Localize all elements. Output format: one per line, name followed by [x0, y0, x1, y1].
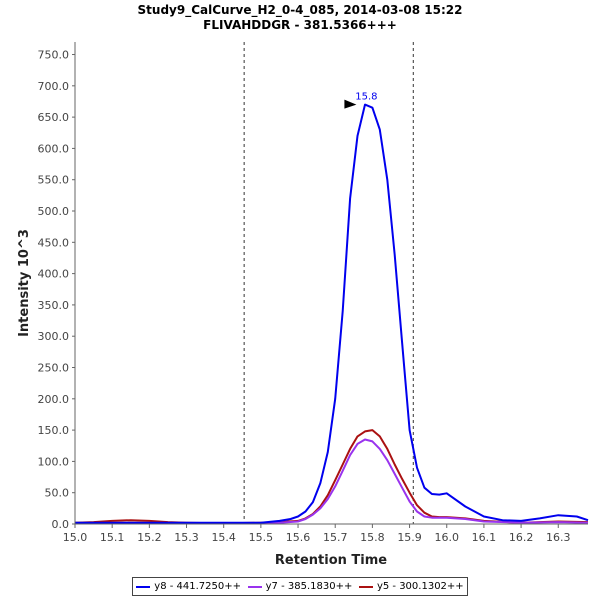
- y-tick-label: 350.0: [38, 299, 70, 312]
- x-tick-label: 15.1: [100, 531, 125, 544]
- legend-item: y8 - 441.7250++: [136, 581, 241, 592]
- x-tick-label: 15.0: [63, 531, 88, 544]
- x-tick-label: 15.9: [397, 531, 422, 544]
- chromatogram-plot: 0.0 50.0 100.0 150.0 200.0 250.0 300.0 350.0 400…: [17, 42, 589, 568]
- legend-label: y7 - 385.1830++: [265, 581, 353, 592]
- y-axis-title: Intensity 10^3: [17, 229, 32, 337]
- series-line: [75, 103, 589, 524]
- x-tick-label: 16.3: [546, 531, 571, 544]
- legend-swatch: [247, 585, 262, 588]
- chart-subtitle: FLIVAHDDGR - 381.5366+++: [203, 18, 397, 32]
- y-tick-label: 100.0: [38, 455, 70, 468]
- apex-annotation-label: 15.8: [355, 92, 377, 103]
- y-tick-label: 750.0: [38, 49, 70, 62]
- x-tick-label: 15.4: [211, 531, 236, 544]
- y-tick-label: 150.0: [38, 424, 70, 437]
- x-tick-label: 15.3: [174, 531, 199, 544]
- legend-item: y5 - 300.1302++: [358, 581, 464, 592]
- y-tick-label: 700.0: [38, 80, 70, 93]
- legend-swatch: [136, 585, 151, 588]
- legend-label: y5 - 300.1302++: [376, 581, 464, 592]
- x-tick-label: 16.0: [434, 531, 459, 544]
- y-tick-label: 50.0: [45, 487, 70, 500]
- x-tick-label: 15.5: [249, 531, 274, 544]
- legend-swatch: [358, 585, 373, 588]
- y-tick-label: 500.0: [38, 205, 70, 218]
- legend-label: y8 - 441.7250++: [154, 581, 242, 592]
- plot-area: [75, 42, 588, 524]
- y-tick-label: 550.0: [38, 174, 70, 187]
- x-tick-label: 16.2: [509, 531, 534, 544]
- chart-title: Study9_CalCurve_H2_0-4_085, 2014-03-08 1…: [137, 3, 463, 17]
- x-tick-label: 15.6: [286, 531, 311, 544]
- x-tick-label: 15.2: [137, 531, 162, 544]
- y-tick-label: 400.0: [38, 268, 70, 281]
- y-tick-label: 600.0: [38, 142, 70, 155]
- x-tick-label: 16.1: [472, 531, 497, 544]
- y-tick-label: 250.0: [38, 362, 70, 375]
- x-tick-label: 15.7: [323, 531, 348, 544]
- x-tick-label: 15.8: [360, 531, 385, 544]
- y-tick-label: 0.0: [52, 518, 70, 531]
- y-tick-label: 650.0: [38, 111, 70, 124]
- x-axis-title: Retention Time: [275, 553, 387, 568]
- apex-marker-icon: [344, 99, 357, 109]
- series-line: [75, 438, 589, 525]
- y-tick-label: 200.0: [38, 393, 70, 406]
- y-tick-label: 300.0: [38, 330, 70, 343]
- legend-item: y7 - 385.1830++: [247, 581, 353, 592]
- y-tick-label: 450.0: [38, 236, 70, 249]
- legend: y8 - 441.7250++ y7 - 385.1830++ y5 - 300.1…: [132, 577, 468, 596]
